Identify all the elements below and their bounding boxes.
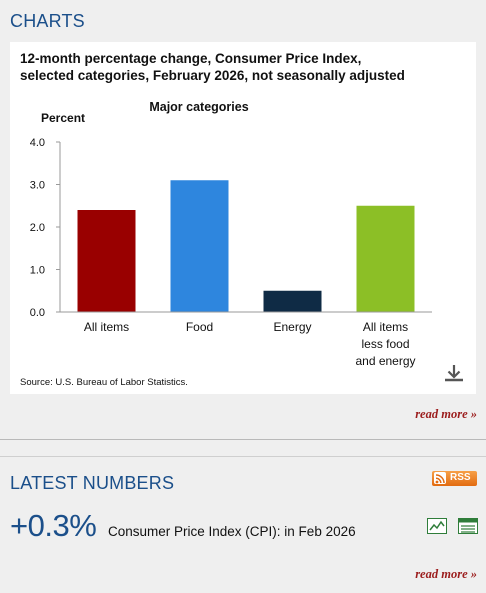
y-tick-label: 4.0 bbox=[30, 137, 45, 149]
bars bbox=[77, 180, 415, 312]
section-title-latest-numbers: LATEST NUMBERS bbox=[10, 473, 175, 493]
bar bbox=[356, 205, 415, 312]
y-tick-label: 2.0 bbox=[30, 222, 45, 234]
chart-icon[interactable] bbox=[427, 518, 447, 534]
charts-read-more-link[interactable]: read more » bbox=[415, 407, 477, 421]
x-axis: All items Food Energy All items less food and… bbox=[84, 320, 416, 368]
section-divider bbox=[0, 439, 486, 440]
bar bbox=[263, 290, 322, 312]
x-tick-label: All items bbox=[363, 320, 408, 334]
bar bbox=[170, 180, 229, 312]
x-tick-label: Energy bbox=[273, 320, 311, 334]
latest-read-more-link[interactable]: read more » bbox=[415, 567, 477, 581]
download-icon[interactable] bbox=[442, 362, 466, 386]
chart-source: Source: U.S. Bureau of Labor Statistics. bbox=[20, 377, 188, 388]
rss-label: RSS bbox=[450, 472, 471, 483]
chart-heading: 12-month percentage change, Consumer Pri… bbox=[20, 50, 470, 84]
section-title-charts: CHARTS bbox=[10, 11, 85, 31]
x-tick-label: less food bbox=[361, 337, 409, 351]
cpi-stat-label: Consumer Price Index (CPI): in Feb 2026 bbox=[108, 524, 356, 539]
x-tick-label: and energy bbox=[355, 354, 415, 368]
rss-button[interactable]: RSS bbox=[432, 471, 477, 486]
y-axis-label: Percent bbox=[41, 111, 85, 125]
chart-subtitle: Major categories bbox=[149, 100, 248, 114]
chart-card: 12-month percentage change, Consumer Pri… bbox=[10, 42, 476, 394]
x-tick-label: Food bbox=[186, 320, 213, 334]
chart-heading-line-2: selected categories, February 2026, not … bbox=[20, 68, 405, 83]
table-icon[interactable] bbox=[458, 518, 478, 534]
cpi-change-value: +0.3% bbox=[10, 508, 97, 543]
chart-heading-line-1: 12-month percentage change, Consumer Pri… bbox=[20, 51, 362, 66]
y-tick-label: 3.0 bbox=[30, 180, 45, 192]
y-tick-label: 1.0 bbox=[30, 265, 45, 277]
cpi-bar-chart: Major categories Percent 0.0 1.0 2.0 3.0 4.0… bbox=[30, 100, 432, 368]
rss-icon bbox=[434, 472, 446, 484]
section-divider-secondary bbox=[0, 456, 486, 457]
bar bbox=[77, 210, 136, 312]
y-tick-label: 0.0 bbox=[30, 307, 45, 319]
y-axis: 0.0 1.0 2.0 3.0 4.0 bbox=[30, 137, 60, 319]
x-tick-label: All items bbox=[84, 320, 129, 334]
